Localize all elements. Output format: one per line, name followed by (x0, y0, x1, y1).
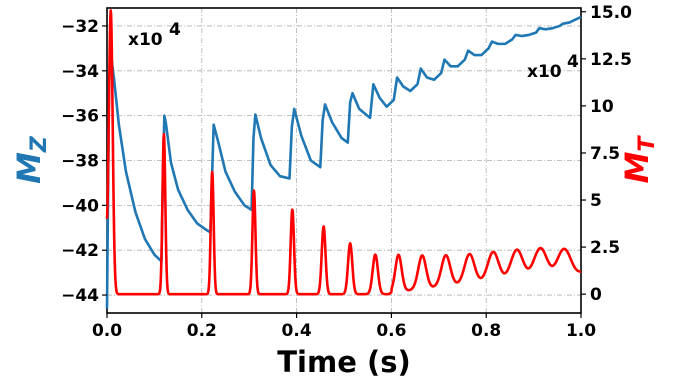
mz-series-line (105, 15, 582, 309)
left-scale-exponent: 4 (169, 20, 181, 40)
left-axis-title-base: M (10, 152, 48, 184)
right-y-tick-label: 5 (590, 191, 602, 211)
left-y-tick-label: −36 (61, 107, 99, 127)
x-tick-label: 0.2 (187, 321, 217, 341)
left-y-tick-label: −44 (61, 286, 99, 306)
right-y-tick-label: 7.5 (590, 144, 620, 164)
left-axis-title: MZ (10, 135, 52, 184)
x-axis-title: Time (s) (277, 345, 410, 379)
right-axis-title-sub: T (635, 135, 660, 152)
x-tick-label: 0.4 (282, 321, 312, 341)
x-tick-label: 0.6 (376, 321, 406, 341)
svg-text:MT: MT (618, 135, 660, 184)
right-scale-base: x10 (527, 62, 562, 82)
series-layer (105, 9, 582, 309)
right-y-tick-label: 15.0 (590, 3, 632, 23)
left-scale-base: x10 (128, 30, 163, 50)
right-scale-note: x10 4 (527, 52, 579, 82)
left-scale-note: x10 4 (128, 20, 181, 50)
left-y-tick-label: −34 (61, 62, 99, 82)
x-tick-label: 0.8 (471, 321, 501, 341)
left-y-tick-label: −32 (61, 17, 99, 37)
right-y-tick-label: 2.5 (590, 238, 620, 258)
left-y-tick-label: −42 (61, 241, 99, 261)
left-axis-title-sub: Z (27, 135, 52, 153)
axis-ticks: 0.0 0.2 0.4 0.6 0.8 1.0 −32 −34 −36 −38 −40 −42 −44 1… (61, 3, 632, 341)
right-y-tick-label: 10 (590, 97, 614, 117)
left-y-tick-label: −40 (61, 196, 99, 216)
right-axis-title-base: M (618, 151, 656, 183)
right-scale-exponent: 4 (567, 52, 579, 72)
x-tick-label: 0.0 (92, 321, 122, 341)
right-y-tick-label: 0 (590, 285, 602, 305)
right-axis-title: MT (618, 135, 660, 184)
right-y-tick-label: 12.5 (590, 50, 632, 70)
svg-text:MZ: MZ (10, 135, 52, 184)
x-tick-label: 1.0 (566, 321, 596, 341)
mt-series-line (105, 9, 582, 296)
left-y-tick-label: −38 (61, 152, 99, 172)
